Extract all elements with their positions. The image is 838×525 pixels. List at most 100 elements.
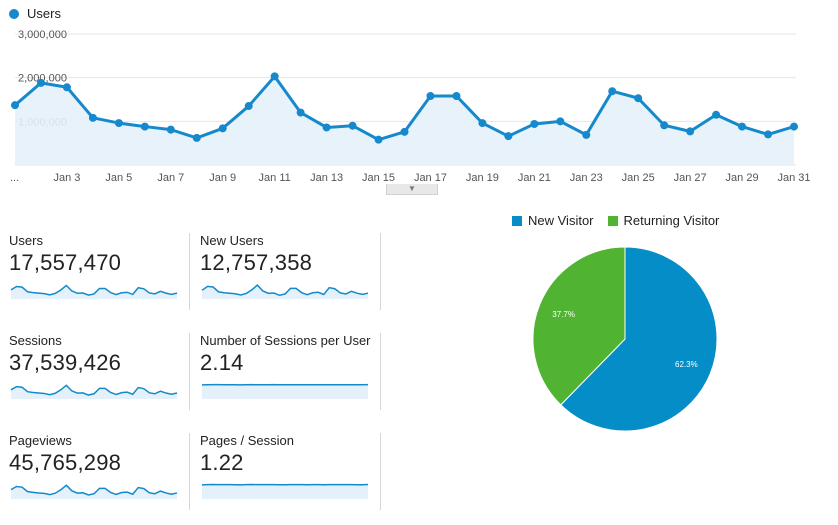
sparkline-fill [202,384,368,399]
data-point[interactable] [582,130,591,139]
sparkline [10,384,178,399]
data-point[interactable] [478,119,487,128]
metric-pageviews[interactable]: Pageviews 45,765,298 [9,433,189,501]
metric-label: Pages / Session [200,433,294,448]
metric-divider [189,433,190,510]
data-point[interactable] [764,130,773,139]
legend-marker-users [9,8,19,19]
metric-divider [380,233,381,310]
sparkline-line [10,284,178,296]
chart-legend: Users [9,6,61,21]
data-point[interactable] [374,135,383,144]
sparkline-line [10,384,178,396]
legend-item-returning-visitor[interactable]: Returning Visitor [607,213,720,228]
data-point[interactable] [296,108,305,117]
x-tick-label: Jan 13 [310,172,343,184]
data-point[interactable] [712,110,721,119]
legend-swatch [607,215,618,226]
legend-item-new-visitor[interactable]: New Visitor [512,213,594,228]
pie-slice-label: 37.7% [552,310,575,319]
sparkline [201,483,369,499]
sparkline [201,284,369,299]
data-point[interactable] [608,87,617,96]
metric-label: Number of Sessions per User [200,333,371,348]
x-tick-label: Jan 19 [466,172,499,184]
chevron-down-icon: ▼ [408,184,416,193]
metric-label: Sessions [9,333,62,348]
pie-slice-returning-visitor[interactable] [532,246,626,406]
area-fill [15,76,794,165]
metric-value: 17,557,470 [9,250,122,275]
metric-new-users[interactable]: New Users 12,757,358 [200,233,380,301]
x-tick-label: Jan 11 [259,172,291,184]
metric-users[interactable]: Users 17,557,470 [9,233,189,301]
x-tick-label: Jan 15 [362,172,395,184]
y-tick-label: 2,000,000 [18,73,67,85]
data-point[interactable] [192,133,201,142]
legend-swatch [512,215,522,226]
data-point[interactable] [426,92,435,101]
visitor-type-pie-chart: 62.3% 37.7% [532,246,718,432]
data-point[interactable] [556,117,565,126]
metric-label: New Users [200,233,264,248]
data-point[interactable] [504,132,513,141]
metric-value: 37,539,426 [9,350,122,375]
metric-label: Users [9,233,43,248]
metric-divider [380,433,381,510]
metric-divider [380,333,381,410]
sparkline-fill [11,385,177,399]
data-point[interactable] [322,123,331,132]
data-point[interactable] [166,125,175,134]
data-point[interactable] [530,119,539,128]
x-tick-label: Jan 3 [53,172,80,184]
data-point[interactable] [790,122,798,131]
data-point[interactable] [36,78,45,87]
x-tick-label: Jan 23 [570,172,603,184]
data-point[interactable] [452,92,461,101]
sparkline-fill [11,285,177,299]
x-tick-label: Jan 29 [726,172,759,184]
x-tick-label: Jan 5 [105,172,132,184]
metric-sessions[interactable]: Sessions 37,539,426 [9,333,189,401]
data-point[interactable] [270,72,279,81]
x-tick-label: Jan 27 [674,172,707,184]
data-point[interactable] [634,94,643,103]
legend-label: New Visitor [528,213,594,228]
data-point[interactable] [218,124,227,133]
sparkline [201,383,369,399]
metric-divider [189,233,190,310]
sparkline-fill [11,485,177,499]
data-point[interactable] [114,119,123,128]
sparkline-line [201,284,369,297]
sparkline-line [10,484,178,496]
data-point[interactable] [140,122,149,131]
pie-legend: New Visitor Returning Visitor [512,213,719,228]
legend-label: Returning Visitor [623,213,720,228]
pie-slice-label: 62.3% [675,360,698,369]
data-point[interactable] [244,102,253,111]
y-tick-label: 3,000,000 [18,29,67,41]
data-point[interactable] [348,121,357,130]
metric-sessions-per-user[interactable]: Number of Sessions per User 2.14 [200,333,380,401]
data-point[interactable] [660,121,669,130]
sparkline-fill [202,285,368,299]
sparkline-fill [202,484,368,499]
chart-resize-handle[interactable]: ▼ [386,184,438,195]
x-tick-label: Jan 31 [777,172,810,184]
pie-slice-new-visitor[interactable] [560,246,718,432]
data-point[interactable] [11,101,19,110]
metric-value: 12,757,358 [200,250,313,275]
data-point[interactable] [686,127,695,136]
x-tick-label: ... [10,172,19,184]
data-point[interactable] [738,122,747,131]
x-tick-label: Jan 17 [414,172,447,184]
legend-label-users[interactable]: Users [27,6,61,21]
sparkline [10,284,178,299]
x-tick-label: Jan 9 [209,172,236,184]
metric-value: 2.14 [200,350,244,375]
metric-pages-per-session[interactable]: Pages / Session 1.22 [200,433,380,501]
data-point[interactable] [400,127,409,136]
data-point[interactable] [88,113,97,122]
data-point[interactable] [62,83,71,92]
